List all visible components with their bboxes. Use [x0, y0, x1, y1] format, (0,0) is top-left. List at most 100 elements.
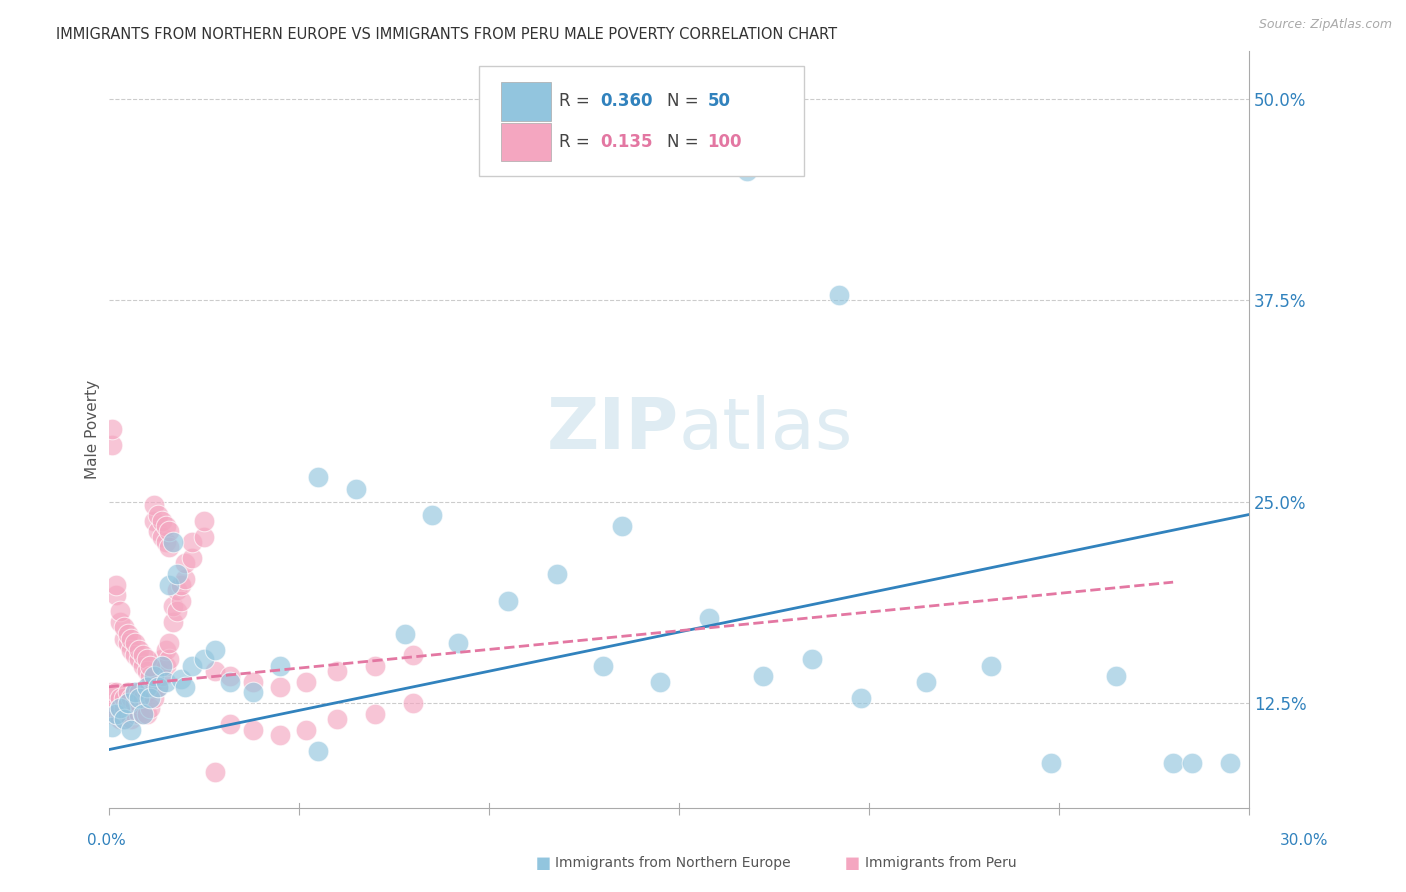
Point: [117, 696, 139, 710]
Point: [150, 668, 173, 682]
Point: [132, 707, 155, 722]
Point: [112, 712, 135, 726]
Text: 30.0%: 30.0%: [1281, 833, 1329, 847]
Point: [120, 642, 142, 657]
Point: [143, 675, 166, 690]
Text: R =: R =: [560, 93, 595, 111]
Point: [269, 659, 291, 673]
Point: [105, 578, 128, 592]
Point: [162, 615, 184, 630]
Point: [108, 604, 131, 618]
Point: [193, 514, 215, 528]
Point: [394, 626, 416, 640]
Point: [269, 680, 291, 694]
Text: 0.360: 0.360: [600, 93, 652, 111]
Point: [143, 498, 166, 512]
Text: Source: ZipAtlas.com: Source: ZipAtlas.com: [1258, 18, 1392, 31]
Point: [1181, 756, 1204, 770]
Point: [143, 668, 166, 682]
Point: [173, 556, 195, 570]
Point: [851, 691, 873, 706]
Point: [105, 588, 128, 602]
Point: [496, 594, 519, 608]
Text: IMMIGRANTS FROM NORTHERN EUROPE VS IMMIGRANTS FROM PERU MALE POVERTY CORRELATION: IMMIGRANTS FROM NORTHERN EUROPE VS IMMIG…: [56, 27, 838, 42]
Point: [117, 636, 139, 650]
Point: [242, 675, 264, 690]
Point: [980, 659, 1002, 673]
Point: [344, 482, 367, 496]
Point: [1105, 668, 1128, 682]
Point: [800, 652, 823, 666]
Point: [117, 696, 139, 710]
Point: [592, 659, 614, 673]
Point: [124, 707, 146, 722]
Point: [139, 668, 162, 682]
Point: [108, 700, 131, 714]
Point: [120, 632, 142, 646]
Point: [105, 684, 128, 698]
Point: [173, 680, 195, 694]
Point: [120, 700, 142, 714]
Point: [307, 744, 329, 758]
Point: [150, 530, 173, 544]
Point: [132, 707, 155, 722]
Point: [193, 652, 215, 666]
Text: 0.135: 0.135: [600, 133, 652, 151]
Point: [146, 680, 169, 694]
Point: [166, 604, 188, 618]
Point: [204, 642, 226, 657]
Point: [170, 594, 193, 608]
Point: [112, 712, 135, 726]
Text: N =: N =: [668, 133, 704, 151]
Point: [155, 518, 177, 533]
Point: [117, 684, 139, 698]
Point: [827, 288, 849, 302]
Point: [128, 642, 150, 657]
Point: [128, 684, 150, 698]
Point: [193, 530, 215, 544]
Text: 100: 100: [707, 133, 742, 151]
Point: [108, 615, 131, 630]
Point: [139, 700, 162, 714]
Point: [120, 691, 142, 706]
Point: [155, 675, 177, 690]
Point: [204, 765, 226, 780]
Point: [105, 707, 128, 722]
Point: [242, 684, 264, 698]
Point: [117, 626, 139, 640]
Point: [135, 707, 157, 722]
Point: [101, 720, 124, 734]
Point: [915, 675, 938, 690]
Text: N =: N =: [668, 93, 704, 111]
Point: [146, 508, 169, 522]
Point: [162, 534, 184, 549]
Point: [326, 664, 349, 678]
Point: [146, 664, 169, 678]
Point: [120, 712, 142, 726]
Point: [143, 514, 166, 528]
Point: [364, 707, 387, 722]
Point: [128, 691, 150, 706]
Point: [150, 659, 173, 673]
Point: [128, 652, 150, 666]
Point: [162, 599, 184, 614]
Point: [112, 700, 135, 714]
Point: [181, 551, 204, 566]
Point: [124, 648, 146, 662]
Point: [402, 648, 425, 662]
Point: [295, 723, 318, 738]
Point: [132, 659, 155, 673]
Point: [124, 696, 146, 710]
Point: [112, 632, 135, 646]
Point: [128, 707, 150, 722]
Point: [155, 659, 177, 673]
Point: [364, 659, 387, 673]
Point: [170, 578, 193, 592]
Point: [159, 524, 181, 538]
Point: [219, 675, 242, 690]
Point: [159, 636, 181, 650]
Text: Immigrants from Peru: Immigrants from Peru: [865, 856, 1017, 871]
Point: [204, 664, 226, 678]
Point: [108, 691, 131, 706]
Point: [648, 675, 671, 690]
